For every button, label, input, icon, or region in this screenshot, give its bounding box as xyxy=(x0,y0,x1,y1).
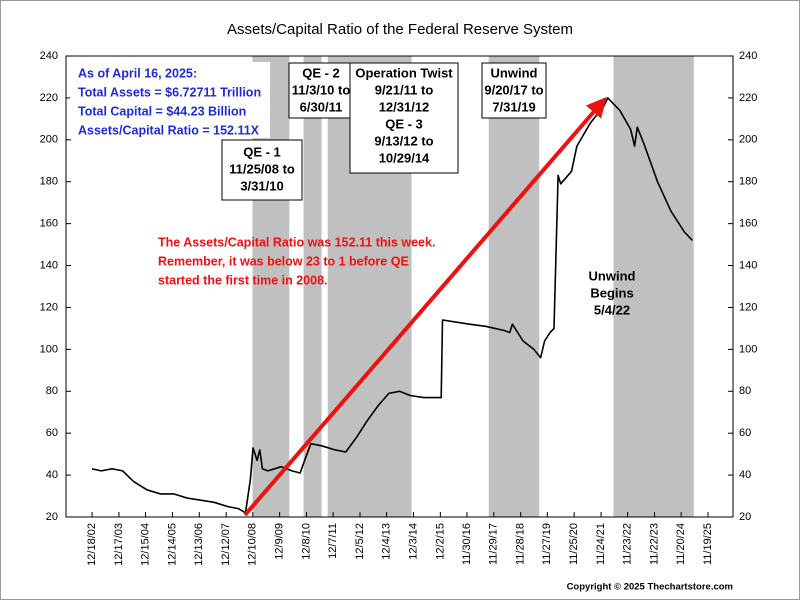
shaded-period xyxy=(613,56,694,517)
info-line: Total Assets = $6.72711 Trillion xyxy=(78,85,261,99)
y-tick-label: 100 xyxy=(40,343,58,355)
plot-frame xyxy=(65,55,734,518)
info-line: As of April 16, 2025: xyxy=(78,66,197,80)
trend-arrow xyxy=(243,96,607,517)
period-label: 9/21/11 to xyxy=(375,82,434,97)
x-tick-label: 12/17/03 xyxy=(113,523,125,566)
y2-tick-label: 60 xyxy=(739,427,751,439)
period-label: Begins xyxy=(590,285,633,300)
y-tick-label: 160 xyxy=(40,218,58,230)
y2-tick-label: 120 xyxy=(739,301,757,313)
info-line: Assets/Capital Ratio = 152.11X xyxy=(78,123,260,137)
y-tick-label: 200 xyxy=(40,134,58,146)
y2-tick-label: 140 xyxy=(739,259,757,271)
x-tick-label: 11/24/21 xyxy=(595,523,607,565)
period-label: 11/25/08 to xyxy=(229,161,295,176)
period-label: 9/20/17 to xyxy=(484,82,543,97)
shaded-period xyxy=(488,56,540,517)
y2-tick-label: 240 xyxy=(739,50,757,62)
x-tick-label: 11/28/18 xyxy=(515,523,527,565)
x-tick-label: 11/25/20 xyxy=(568,523,580,565)
annotation-box xyxy=(481,62,547,119)
annotation-box xyxy=(288,62,354,119)
x-tick-label: 12/8/10 xyxy=(300,523,312,560)
x-tick-label: 12/4/13 xyxy=(381,523,393,560)
period-label: 6/30/11 xyxy=(300,99,343,114)
y-tick-label: 80 xyxy=(46,385,58,397)
y2-tick-label: 220 xyxy=(739,92,757,104)
y-tick-label: 40 xyxy=(46,469,58,481)
y-tick-label: 140 xyxy=(40,259,58,271)
x-tick-label: 12/14/05 xyxy=(166,523,178,566)
y-tick-label: 240 xyxy=(40,50,58,62)
period-label: 3/31/10 xyxy=(240,178,283,193)
x-tick-label: 12/7/11 xyxy=(327,523,339,559)
y2-tick-label: 200 xyxy=(739,134,757,146)
note-line: Remember, it was below 23 to 1 before QE xyxy=(158,254,409,268)
x-tick-label: 11/27/19 xyxy=(541,523,553,565)
y2-tick-label: 100 xyxy=(739,343,757,355)
period-label: QE - 1 xyxy=(243,144,281,159)
annotation-box xyxy=(349,62,459,174)
x-tick-label: 12/12/07 xyxy=(220,523,232,566)
annotation-box xyxy=(221,139,303,201)
info-line: Total Capital = $44.23 Billion xyxy=(78,104,246,118)
x-tick-label: 11/22/23 xyxy=(648,523,660,565)
y-tick-label: 20 xyxy=(46,511,58,523)
x-tick-label: 12/9/09 xyxy=(274,523,286,560)
x-tick-label: 11/29/17 xyxy=(488,523,500,565)
shaded-period xyxy=(303,56,322,517)
y2-tick-label: 160 xyxy=(739,218,757,230)
x-tick-label: 11/30/16 xyxy=(461,523,473,565)
y2-tick-label: 40 xyxy=(739,469,751,481)
y2-tick-label: 80 xyxy=(739,385,751,397)
note-line: started the first time in 2008. xyxy=(158,273,328,287)
x-tick-label: 12/2/15 xyxy=(434,523,446,560)
period-label: 9/13/12 to xyxy=(374,133,433,148)
y-tick-label: 220 xyxy=(40,92,58,104)
y2-tick-label: 180 xyxy=(739,176,757,188)
x-tick-label: 11/20/24 xyxy=(675,523,687,565)
x-tick-label: 12/13/06 xyxy=(193,523,205,566)
x-tick-label: 12/15/04 xyxy=(139,523,151,566)
x-tick-label: 12/5/12 xyxy=(354,523,366,560)
x-tick-label: 11/19/25 xyxy=(702,523,714,565)
y2-tick-label: 20 xyxy=(739,511,751,523)
x-tick-label: 11/23/22 xyxy=(622,523,634,565)
period-label: Unwind xyxy=(589,268,636,283)
period-label: Operation Twist xyxy=(355,65,453,80)
period-label: QE - 2 xyxy=(302,65,340,80)
period-label: QE - 3 xyxy=(385,116,423,131)
period-label: Unwind xyxy=(491,65,538,80)
x-tick-label: 12/18/02 xyxy=(86,523,98,566)
period-label: 5/4/22 xyxy=(594,302,630,317)
period-label: 11/3/10 to xyxy=(292,82,351,97)
y-tick-label: 60 xyxy=(46,427,58,439)
note-line: The Assets/Capital Ratio was 152.11 this… xyxy=(158,235,435,249)
y-tick-label: 180 xyxy=(40,176,58,188)
x-tick-label: 12/10/08 xyxy=(247,523,259,566)
y-tick-label: 120 xyxy=(40,301,58,313)
copyright: Copyright © 2025 Thechartstore.com xyxy=(567,582,733,593)
info-box xyxy=(70,62,270,138)
period-label: 10/29/14 xyxy=(379,150,430,165)
period-label: 7/31/19 xyxy=(492,99,535,114)
chart-title: Assets/Capital Ratio of the Federal Rese… xyxy=(227,21,573,38)
period-label: 12/31/12 xyxy=(379,99,430,114)
x-tick-label: 12/3/14 xyxy=(407,523,419,560)
